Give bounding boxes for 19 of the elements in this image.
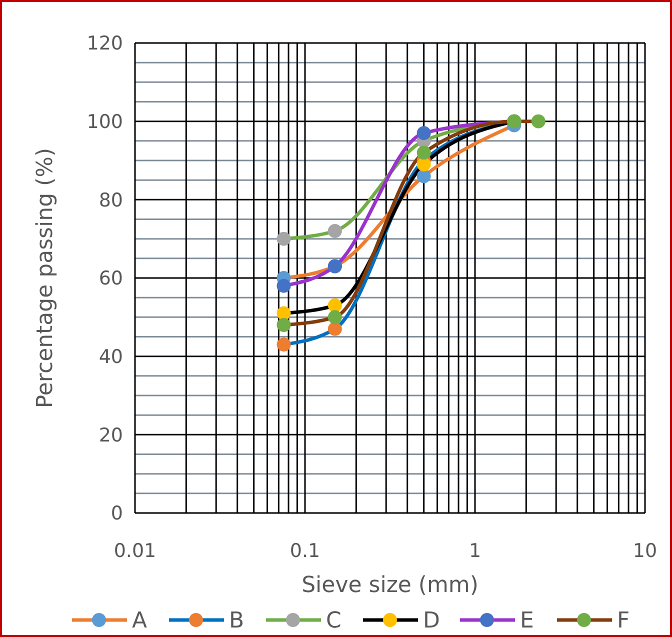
legend-label: B bbox=[229, 608, 244, 634]
y-tick-label: 60 bbox=[98, 268, 123, 290]
y-tick-label: 120 bbox=[86, 32, 123, 55]
y-axis-title: Percentage passing (%) bbox=[33, 148, 58, 408]
legend-label: D bbox=[423, 608, 440, 634]
x-tick-label: 10 bbox=[632, 540, 658, 562]
y-tick-label: 80 bbox=[98, 189, 123, 212]
x-tick-label: 1 bbox=[468, 540, 482, 562]
legend-label: F bbox=[617, 608, 630, 634]
legend-label: A bbox=[132, 608, 148, 634]
y-tick-label: 100 bbox=[86, 110, 123, 133]
y-tick-label: 0 bbox=[110, 502, 123, 525]
legend-label: E bbox=[520, 608, 534, 634]
x-axis-title: Sieve size (mm) bbox=[302, 573, 478, 598]
y-tick-label: 20 bbox=[98, 424, 123, 446]
legend-label: C bbox=[326, 608, 342, 634]
x-tick-label: 0.01 bbox=[114, 540, 156, 562]
y-tick-label: 40 bbox=[98, 346, 123, 368]
x-tick-label: 0.1 bbox=[290, 540, 320, 562]
